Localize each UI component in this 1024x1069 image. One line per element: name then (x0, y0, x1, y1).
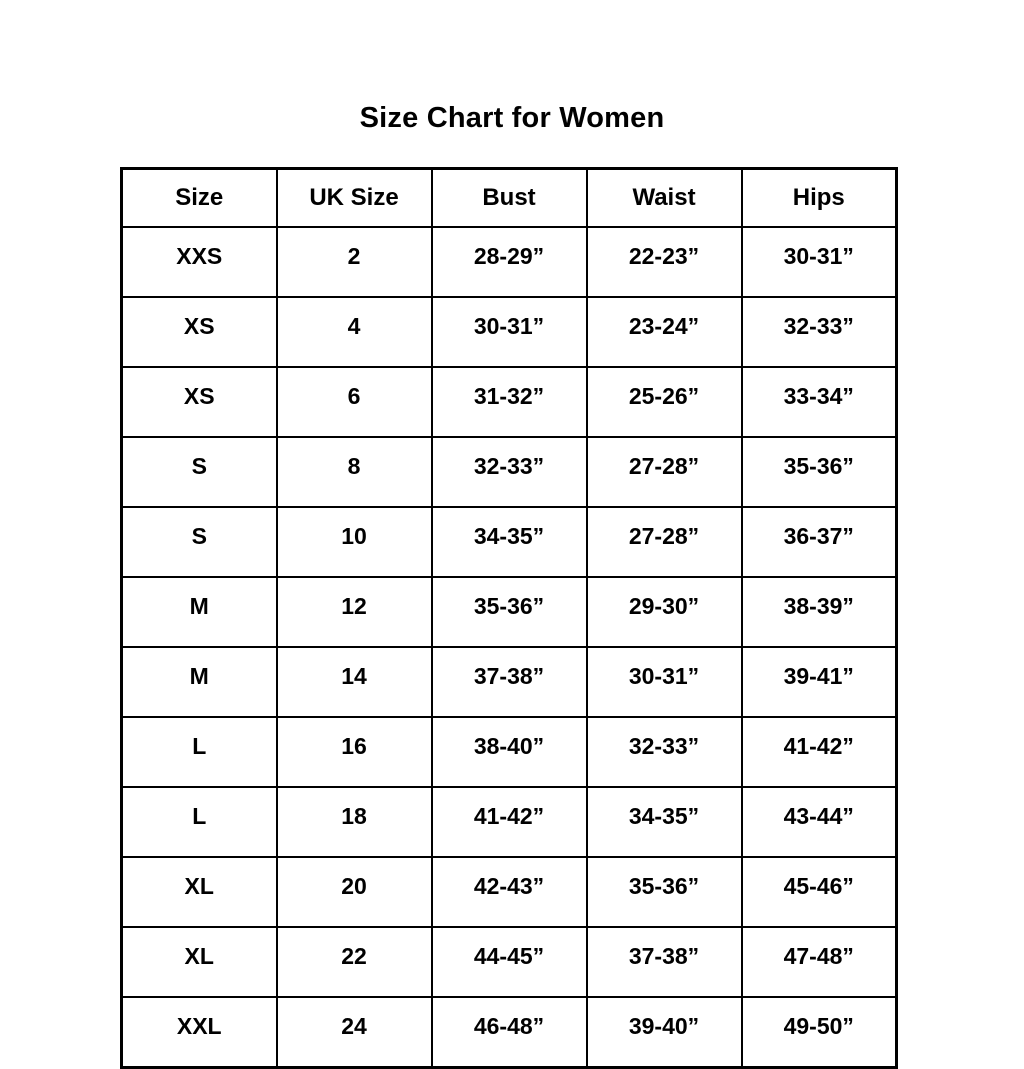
table-cell: 4 (275, 296, 433, 368)
table-cell: 42-43” (430, 856, 588, 928)
table-row: L 18 41-42” 34-35” 43-44” (120, 786, 898, 858)
table-cell: 35-36” (740, 436, 898, 508)
table-row: S 10 34-35” 27-28” 36-37” (120, 506, 898, 578)
table-cell: 28-29” (430, 226, 588, 298)
table-cell: S (120, 506, 278, 578)
table-cell: L (120, 716, 278, 788)
column-header: Bust (430, 167, 588, 228)
table-cell: 22 (275, 926, 433, 998)
table-cell: 32-33” (430, 436, 588, 508)
table-cell: 31-32” (430, 366, 588, 438)
page-title: Size Chart for Women (359, 102, 665, 134)
table-cell: 35-36” (430, 576, 588, 648)
table-cell: M (120, 576, 278, 648)
table-cell: 41-42” (740, 716, 898, 788)
table-cell: XS (120, 296, 278, 368)
table-header: Size UK Size Bust Waist Hips (120, 167, 898, 228)
table-cell: 45-46” (740, 856, 898, 928)
table-cell: XXS (120, 226, 278, 298)
table-body: XXS 2 28-29” 22-23” 30-31” XS 4 30-31” 23-24” 32-… (120, 226, 898, 1069)
table-cell: 35-36” (585, 856, 743, 928)
table-cell: 39-41” (740, 646, 898, 718)
table-cell: 6 (275, 366, 433, 438)
table-cell: 43-44” (740, 786, 898, 858)
table-cell: 27-28” (585, 436, 743, 508)
table-row: L 16 38-40” 32-33” 41-42” (120, 716, 898, 788)
table-cell: XS (120, 366, 278, 438)
table-cell: 32-33” (585, 716, 743, 788)
table-cell: 33-34” (740, 366, 898, 438)
table-cell: 23-24” (585, 296, 743, 368)
table-cell: M (120, 646, 278, 718)
table-cell: 44-45” (430, 926, 588, 998)
table-cell: 24 (275, 996, 433, 1069)
table-row: XS 6 31-32” 25-26” 33-34” (120, 366, 898, 438)
column-header: Waist (585, 167, 743, 228)
table-cell: 49-50” (740, 996, 898, 1069)
table-cell: 32-33” (740, 296, 898, 368)
table-cell: 30-31” (430, 296, 588, 368)
table-cell: 14 (275, 646, 433, 718)
size-chart-table: Size UK Size Bust Waist Hips XXS 2 28-29” 22-23… (120, 167, 898, 1069)
table-cell: 16 (275, 716, 433, 788)
table-cell: L (120, 786, 278, 858)
table-row: XL 22 44-45” 37-38” 47-48” (120, 926, 898, 998)
table-cell: 22-23” (585, 226, 743, 298)
table-cell: XL (120, 926, 278, 998)
table-cell: XXL (120, 996, 278, 1069)
table-row: S 8 32-33” 27-28” 35-36” (120, 436, 898, 508)
column-header: Hips (740, 167, 898, 228)
table-cell: S (120, 436, 278, 508)
table-row: M 14 37-38” 30-31” 39-41” (120, 646, 898, 718)
table-cell: 10 (275, 506, 433, 578)
table-cell: 12 (275, 576, 433, 648)
table-cell: 34-35” (430, 506, 588, 578)
table-row: XXL 24 46-48” 39-40” 49-50” (120, 996, 898, 1069)
table-cell: 34-35” (585, 786, 743, 858)
table-cell: 46-48” (430, 996, 588, 1069)
table-cell: 30-31” (740, 226, 898, 298)
table-row: XL 20 42-43” 35-36” 45-46” (120, 856, 898, 928)
table-row: XXS 2 28-29” 22-23” 30-31” (120, 226, 898, 298)
table-cell: 30-31” (585, 646, 743, 718)
table-row: XS 4 30-31” 23-24” 32-33” (120, 296, 898, 368)
table-cell: 29-30” (585, 576, 743, 648)
table-cell: 18 (275, 786, 433, 858)
table-cell: 25-26” (585, 366, 743, 438)
table-cell: 36-37” (740, 506, 898, 578)
table-cell: 41-42” (430, 786, 588, 858)
column-header: Size (120, 167, 278, 228)
column-header: UK Size (275, 167, 433, 228)
table-cell: XL (120, 856, 278, 928)
table-cell: 37-38” (430, 646, 588, 718)
table-cell: 47-48” (740, 926, 898, 998)
table-cell: 39-40” (585, 996, 743, 1069)
table-cell: 8 (275, 436, 433, 508)
table-row: M 12 35-36” 29-30” 38-39” (120, 576, 898, 648)
table-cell: 2 (275, 226, 433, 298)
table-cell: 20 (275, 856, 433, 928)
table-cell: 27-28” (585, 506, 743, 578)
table-cell: 38-40” (430, 716, 588, 788)
header-row: Size UK Size Bust Waist Hips (120, 167, 898, 228)
table-cell: 38-39” (740, 576, 898, 648)
table-cell: 37-38” (585, 926, 743, 998)
